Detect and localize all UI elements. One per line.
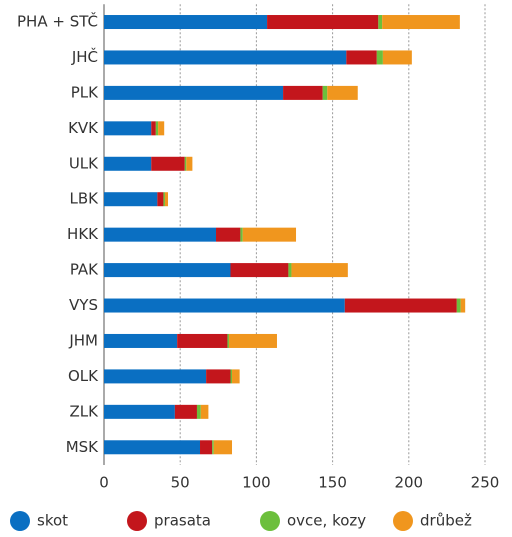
y-tick-label: OLK bbox=[68, 367, 99, 385]
y-tick-label: PHA + STČ bbox=[17, 12, 98, 31]
y-tick-label: VYS bbox=[69, 296, 98, 314]
bar bbox=[155, 121, 159, 136]
bar bbox=[227, 333, 229, 348]
bar bbox=[382, 50, 412, 65]
bar bbox=[157, 192, 164, 207]
y-tick-label: JHČ bbox=[71, 47, 98, 66]
bar bbox=[104, 298, 345, 313]
legend-marker bbox=[260, 511, 280, 531]
bar bbox=[346, 50, 377, 65]
bar bbox=[288, 263, 292, 278]
bar bbox=[212, 440, 214, 455]
bar bbox=[327, 85, 358, 100]
bar bbox=[177, 333, 228, 348]
bar bbox=[104, 227, 217, 242]
bar bbox=[104, 50, 347, 65]
bar bbox=[230, 263, 289, 278]
bar bbox=[151, 121, 156, 136]
y-tick-label: PLK bbox=[71, 83, 99, 101]
legend-marker bbox=[10, 511, 30, 531]
bar bbox=[376, 50, 383, 65]
bar bbox=[104, 15, 268, 30]
x-tick-label: 100 bbox=[242, 474, 271, 492]
bar bbox=[104, 192, 158, 207]
bar bbox=[104, 121, 152, 136]
x-tick-label: 150 bbox=[318, 474, 347, 492]
bar bbox=[378, 15, 383, 30]
bar bbox=[163, 192, 165, 207]
legend-label: ovce, kozy bbox=[287, 512, 366, 530]
bar bbox=[200, 440, 213, 455]
bar bbox=[104, 85, 284, 100]
bar bbox=[228, 333, 277, 348]
bar bbox=[242, 227, 297, 242]
bar bbox=[206, 369, 231, 384]
bar bbox=[283, 85, 323, 100]
bar bbox=[213, 440, 233, 455]
bar bbox=[184, 156, 187, 171]
legend-marker bbox=[393, 511, 413, 531]
y-tick-label: ZLK bbox=[70, 402, 100, 420]
x-tick-label: 250 bbox=[471, 474, 500, 492]
x-tick-label: 200 bbox=[394, 474, 423, 492]
bar bbox=[230, 369, 233, 384]
bar bbox=[200, 404, 209, 419]
bar bbox=[104, 369, 207, 384]
x-tick-label: 0 bbox=[99, 474, 109, 492]
bar bbox=[104, 404, 175, 419]
bar bbox=[232, 369, 240, 384]
legend-marker bbox=[127, 511, 147, 531]
y-tick-label: PAK bbox=[70, 261, 99, 279]
bar bbox=[104, 440, 201, 455]
y-tick-label: KVK bbox=[68, 119, 99, 137]
bar bbox=[456, 298, 461, 313]
bar bbox=[344, 298, 457, 313]
bar bbox=[104, 333, 178, 348]
bar bbox=[164, 192, 169, 207]
y-tick-label: LBK bbox=[70, 190, 100, 208]
x-tick-label: 50 bbox=[171, 474, 190, 492]
legend-label: drůbež bbox=[420, 512, 472, 530]
bar bbox=[186, 156, 193, 171]
bar bbox=[104, 263, 231, 278]
bar bbox=[151, 156, 185, 171]
bar bbox=[267, 15, 379, 30]
y-tick-label: MSK bbox=[66, 438, 99, 456]
bar bbox=[104, 156, 152, 171]
bar bbox=[174, 404, 197, 419]
y-tick-label: JHM bbox=[68, 331, 98, 349]
bar bbox=[240, 227, 243, 242]
y-tick-label: HKK bbox=[67, 225, 99, 243]
legend-label: prasata bbox=[154, 512, 211, 530]
legend-label: skot bbox=[37, 512, 68, 530]
bar bbox=[291, 263, 348, 278]
y-tick-label: ULK bbox=[69, 154, 99, 172]
bar bbox=[322, 85, 328, 100]
bar bbox=[460, 298, 466, 313]
bar bbox=[196, 404, 201, 419]
bar bbox=[382, 15, 460, 30]
bar bbox=[158, 121, 165, 136]
bar bbox=[216, 227, 241, 242]
